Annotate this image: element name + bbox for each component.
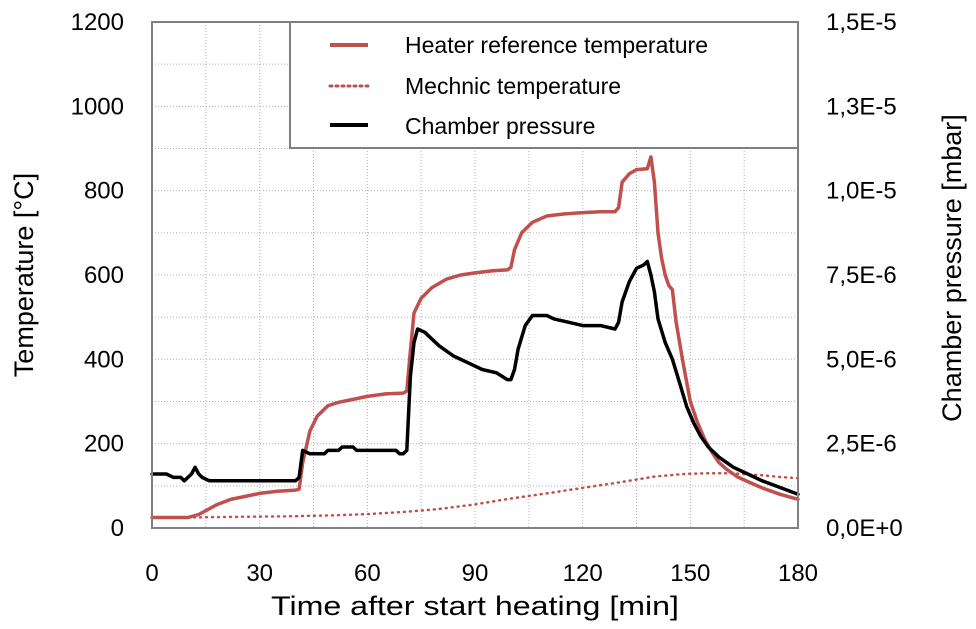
left-y-axis-title: Temperature [°C] — [9, 173, 39, 377]
x-tick-labels: 0 30 60 90 120 150 180 — [145, 560, 818, 587]
left-y-tick-label: 400 — [84, 346, 124, 373]
left-y-tick-label: 800 — [84, 178, 124, 205]
left-y-tick-label: 1000 — [71, 93, 124, 120]
right-y-tick-label: 1,3E-5 — [826, 93, 897, 120]
right-y-tick-label: 1,0E-5 — [826, 178, 897, 205]
x-tick-label: 60 — [354, 560, 381, 587]
right-y-tick-label: 2,5E-6 — [826, 431, 897, 458]
left-y-tick-label: 200 — [84, 431, 124, 458]
x-axis-title: Time after start heating [min] — [271, 591, 679, 621]
right-y-tick-label: 1,5E-5 — [826, 9, 897, 36]
left-y-tick-label: 0 — [111, 515, 124, 542]
x-tick-label: 30 — [246, 560, 273, 587]
right-y-tick-label: 0,0E+0 — [826, 515, 903, 542]
chamber-pressure-line — [150, 259, 800, 497]
right-y-tick-label: 7,5E-6 — [826, 262, 897, 289]
left-y-tick-label: 600 — [84, 262, 124, 289]
right-y-tick-labels: 0,0E+0 2,5E-6 5,0E-6 7,5E-6 1,0E-5 1,3E-5 1,5E… — [826, 9, 903, 542]
series-layer — [150, 155, 800, 520]
x-tick-label: 0 — [145, 560, 158, 587]
x-tick-label: 150 — [670, 560, 710, 587]
legend-mechnic-label: Mechnic temperature — [405, 73, 621, 99]
mechnic-temperature-line — [150, 471, 800, 519]
x-tick-label: 90 — [462, 560, 489, 587]
right-y-axis-title: Chamber pressure [mbar] — [937, 114, 967, 422]
x-tick-label: 180 — [778, 560, 818, 587]
legend-pressure-label: Chamber pressure — [405, 113, 595, 139]
legend-heater-label: Heater reference temperature — [405, 32, 708, 58]
legend: Heater reference temperature Mechnic tem… — [289, 21, 799, 149]
right-y-tick-label: 5,0E-6 — [826, 346, 897, 373]
left-y-tick-label: 1200 — [71, 9, 124, 36]
legend-box — [289, 21, 799, 149]
x-tick-label: 120 — [563, 560, 603, 587]
left-y-tick-labels: 0 200 400 600 800 1000 1200 — [71, 9, 124, 542]
